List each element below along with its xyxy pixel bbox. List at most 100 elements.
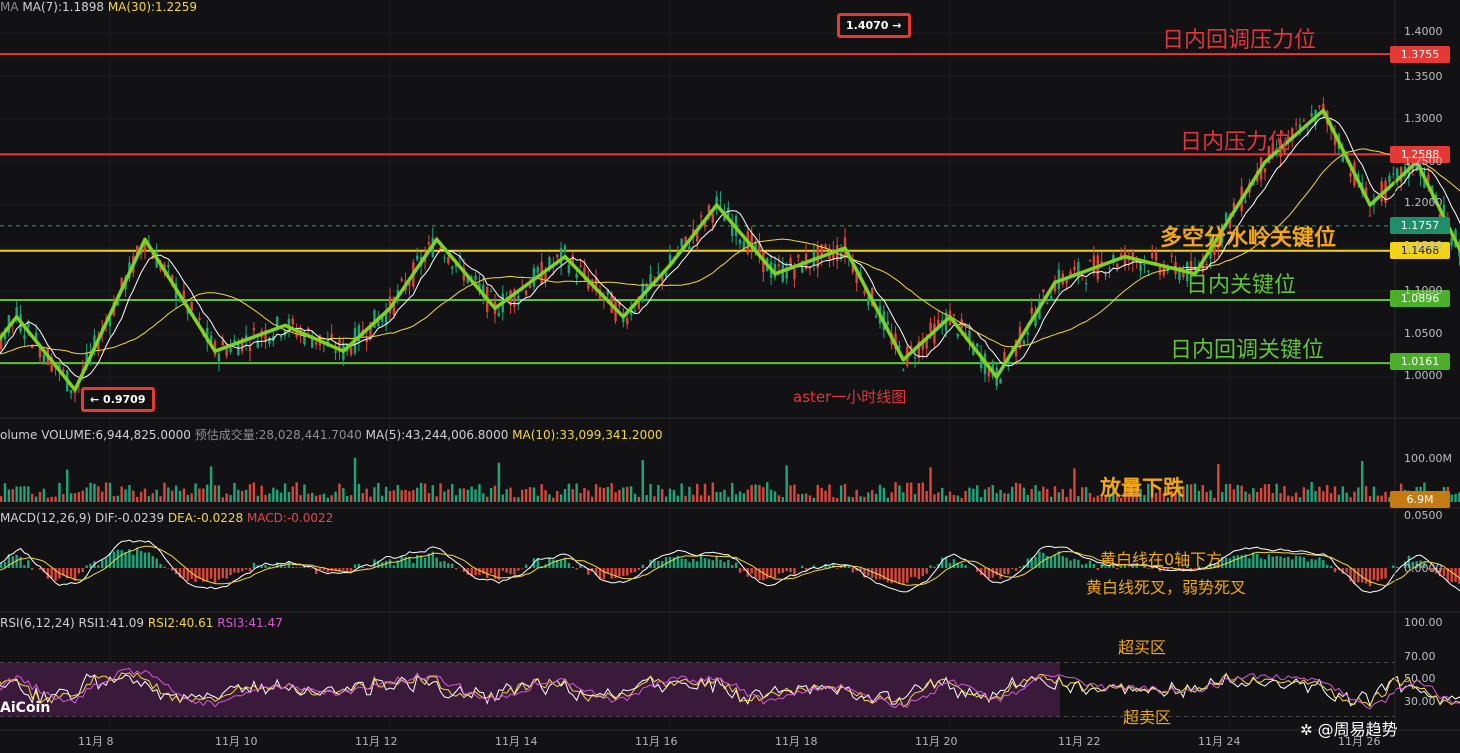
macd-bar [73,568,77,581]
candle-body [237,342,240,356]
macd-bar [392,565,396,568]
volume-bar [1287,495,1290,502]
macd-bar [548,557,551,568]
macd-bar [1108,565,1111,568]
macd-bar [1174,568,1177,571]
volume-bar [1108,496,1111,502]
macd-bar [583,567,586,568]
volume-bar [583,487,586,502]
volume-bar [182,488,186,502]
macd-bar [622,568,625,576]
macd-bar [793,568,796,576]
annotation-resistance-pullback: 日内回调压力位 [1162,28,1317,53]
macd-bar [377,560,380,568]
volume-bar [1131,494,1134,502]
candle-body [909,345,913,349]
volume-bar [956,495,959,502]
macd-bar [1201,567,1204,568]
volume-bar [999,489,1002,502]
volume-bar [1197,490,1201,502]
candle-body [1423,176,1426,188]
macd-bar [1038,551,1041,568]
volume-bar [816,484,819,502]
macd-bar [1248,558,1251,568]
volume-bar [338,483,341,502]
volume-bar [50,496,53,502]
macd-bar [1007,568,1010,575]
candle-body [276,316,279,328]
volume-bar [1318,486,1321,502]
volume-bar [244,489,248,502]
macd-bar [664,557,668,568]
macd-bar [1162,568,1166,571]
volume-bar [571,489,574,502]
volume-bar [762,487,765,502]
watermark-text: @周易趋势 [1317,720,1398,739]
rsi-header: RSI(6,12,24) RSI1:41.09 RSI2:40.61 RSI3:… [0,616,283,630]
macd-bar [742,568,746,572]
volume-bar [264,494,267,502]
candle-body [987,364,991,377]
macd-bar [1151,568,1154,569]
volume-bar [388,491,392,502]
candle-body [85,352,88,366]
volume-bar [46,497,49,502]
price-tag-1: 1.3755 [1390,46,1450,63]
macd-bar [89,563,92,568]
volume-bar [237,489,240,502]
volume-bar [1388,496,1391,502]
volume-bar [217,485,221,502]
candle-body [688,246,691,250]
candle-body [1380,181,1383,202]
volume-bar [1252,488,1255,502]
candle-body [108,318,112,327]
macd-bar [311,568,314,569]
candle-body [758,242,761,258]
volume-bar [124,489,127,502]
candle-body [715,196,718,206]
volume-bar [976,485,979,502]
macd-bar [419,555,423,568]
macd-bar [396,560,399,568]
macd-bar [1427,568,1430,570]
macd-bar [213,568,217,584]
macd-bar [241,568,244,572]
candle-body [898,345,901,348]
candle-body [606,289,609,295]
volume-bar [758,484,761,502]
volume-bar [11,489,14,502]
annotation-bull-bear-key: 多空分水岭关键位 [1160,226,1337,251]
volume-bar [832,497,835,502]
low-marker-value: 0.9709 [103,393,146,406]
volume-bars [0,457,1460,502]
volume-bar [874,493,878,502]
macd-bar [38,568,42,570]
candle-body [1287,136,1290,140]
candle-body [334,350,337,353]
macd-bar [178,568,182,578]
volume-bar [1244,491,1247,502]
candle-body [929,322,932,332]
candle-body [198,317,201,321]
macd-bar [493,568,497,579]
candle-body [902,369,905,371]
candle-body [707,205,711,213]
candle-body [797,254,800,258]
macd-bar [614,568,617,578]
volume-bar [540,484,543,502]
volume-bar [198,488,201,502]
macd-bar [1224,557,1228,568]
candle-body [956,334,959,337]
volume-bar [1349,497,1352,502]
macd-bar [447,563,450,568]
candle-body [1108,268,1111,270]
volume-bar [789,485,792,502]
macd-bar [128,549,131,568]
macd-bar [824,564,827,568]
candle-body [571,255,574,263]
volume-bar [754,484,757,502]
macd-bar [159,563,162,568]
volume-bar [291,486,294,502]
candle-body [1291,128,1294,141]
macd-bar [15,554,18,568]
